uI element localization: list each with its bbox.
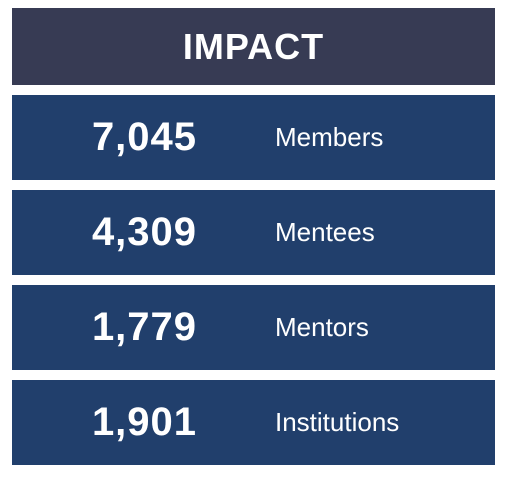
- stat-value: 1,901: [91, 400, 198, 444]
- stat-row-members: 7,045 Members: [12, 95, 495, 180]
- stat-value: 7,045: [91, 115, 198, 159]
- impact-panel: IMPACT 7,045 Members 4,309 Mentees 1,779…: [12, 8, 495, 465]
- stat-label: Mentees: [275, 217, 375, 247]
- stat-row-institutions: 1,901 Institutions: [12, 380, 495, 465]
- stat-value: 4,309: [91, 210, 198, 254]
- stat-row-mentors: 1,779 Mentors: [12, 285, 495, 370]
- impact-header: IMPACT: [12, 8, 495, 85]
- stat-value: 1,779: [91, 305, 198, 349]
- stat-row-mentees: 4,309 Mentees: [12, 190, 495, 275]
- stat-label: Institutions: [275, 407, 400, 437]
- stat-label: Mentors: [275, 312, 369, 342]
- stat-label: Members: [275, 122, 384, 152]
- impact-title: IMPACT: [182, 25, 325, 67]
